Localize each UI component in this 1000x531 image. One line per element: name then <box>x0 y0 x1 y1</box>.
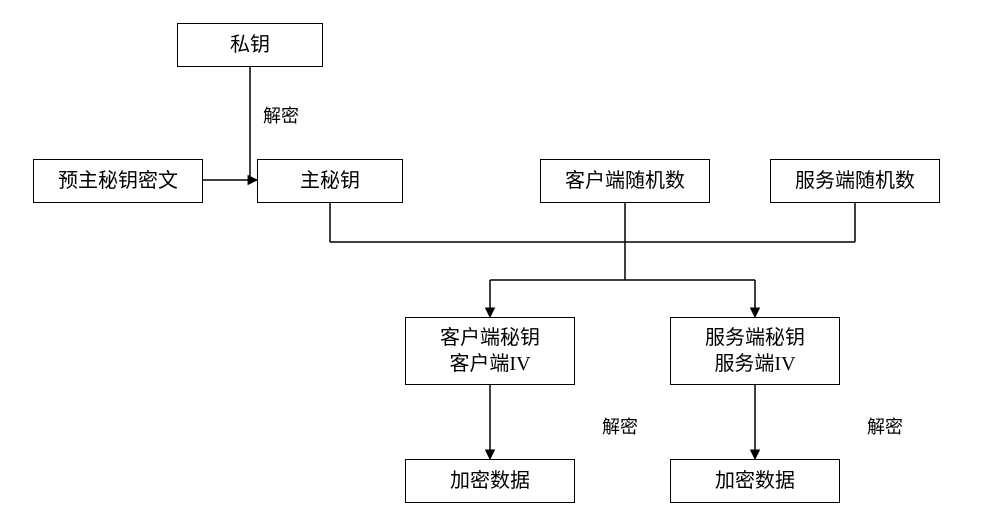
edge-label-text: 解密 <box>867 417 903 437</box>
flowchart-canvas: 私钥 预主秘钥密文 主秘钥 客户端随机数 服务端随机数 客户端秘钥 客户端IV … <box>0 0 1000 531</box>
node-server-random: 服务端随机数 <box>770 159 940 203</box>
edge-label-decrypt-2: 解密 <box>602 413 638 439</box>
edge-label-decrypt-3: 解密 <box>867 413 903 439</box>
node-enc-data-client: 加密数据 <box>405 459 575 503</box>
node-label: 预主秘钥密文 <box>58 168 178 194</box>
node-label: 客户端秘钥 客户端IV <box>440 325 540 377</box>
edge-label-text: 解密 <box>602 417 638 437</box>
node-server-key-iv: 服务端秘钥 服务端IV <box>670 317 840 385</box>
node-enc-data-server: 加密数据 <box>670 459 840 503</box>
node-client-random: 客户端随机数 <box>540 159 710 203</box>
node-label: 服务端随机数 <box>795 168 915 194</box>
node-label: 主秘钥 <box>300 168 360 194</box>
connectors <box>0 0 1000 531</box>
node-label: 客户端随机数 <box>565 168 685 194</box>
node-master-key: 主秘钥 <box>257 159 403 203</box>
edge-label-text: 解密 <box>263 106 299 126</box>
node-label: 服务端秘钥 服务端IV <box>705 325 805 377</box>
node-private-key: 私钥 <box>177 23 323 67</box>
node-label: 加密数据 <box>715 468 795 494</box>
edge-label-decrypt-1: 解密 <box>263 102 299 128</box>
node-label: 私钥 <box>230 32 270 58</box>
node-pre-master-cipher: 预主秘钥密文 <box>33 159 203 203</box>
node-label: 加密数据 <box>450 468 530 494</box>
node-client-key-iv: 客户端秘钥 客户端IV <box>405 317 575 385</box>
